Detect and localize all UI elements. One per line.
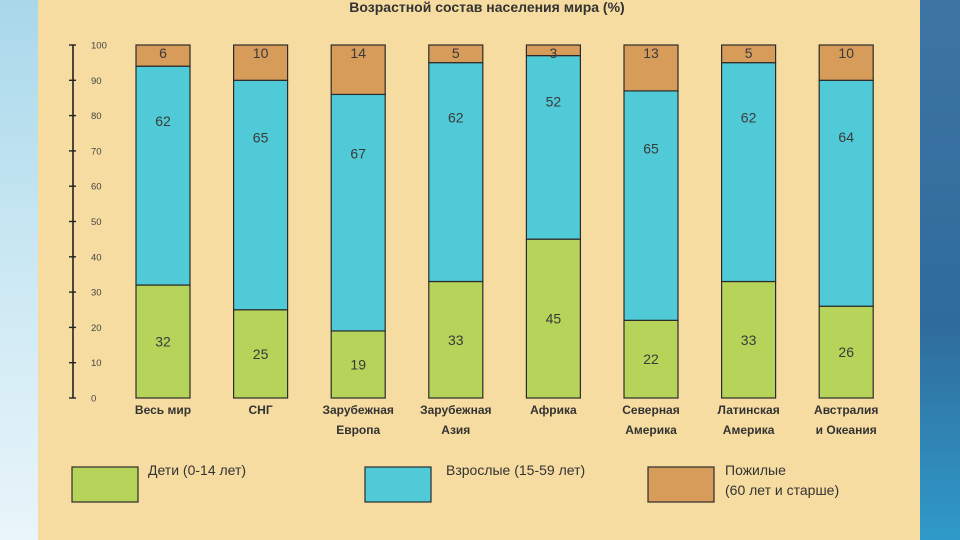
bar-segment bbox=[330, 93, 386, 332]
x-tick-label: Зарубежная bbox=[420, 403, 491, 417]
data-label: 14 bbox=[350, 45, 366, 61]
data-label: 62 bbox=[741, 109, 757, 125]
bar-segment bbox=[720, 44, 777, 64]
bar-segment bbox=[525, 44, 582, 57]
legend: Дети (0-14 лет) Взрослые (15-59 лет) Пожил… bbox=[71, 462, 839, 503]
bar-segment bbox=[428, 44, 484, 64]
data-label: 62 bbox=[155, 113, 171, 129]
slide-right-accent bbox=[918, 0, 960, 540]
bar-segment bbox=[720, 62, 777, 283]
x-tick-label: Азия bbox=[441, 423, 470, 437]
chart-title: Возрастной состав населения мира (%) bbox=[349, 0, 624, 15]
legend-swatch bbox=[364, 466, 432, 503]
slide-left-accent bbox=[0, 0, 40, 540]
x-tick-label: СНГ bbox=[249, 403, 273, 417]
data-label: 65 bbox=[643, 140, 659, 156]
y-tick-label: 0 bbox=[91, 394, 96, 405]
bar-segment bbox=[135, 44, 191, 67]
legend-swatch bbox=[647, 466, 715, 503]
bar-segment bbox=[818, 44, 874, 81]
bar-segment bbox=[623, 319, 679, 399]
data-label: 10 bbox=[838, 45, 854, 61]
y-axis: 0 10 20 30 40 50 60 70 80 90 100 bbox=[69, 41, 107, 405]
bar-segment bbox=[818, 79, 874, 307]
bar-segment bbox=[525, 54, 582, 240]
data-label: 64 bbox=[838, 129, 854, 145]
y-tick-label: 20 bbox=[91, 323, 102, 334]
bar-segment bbox=[428, 62, 484, 283]
data-label: 65 bbox=[253, 130, 269, 146]
y-tick-label: 50 bbox=[91, 217, 102, 228]
x-tick-label: и Океания bbox=[816, 423, 877, 437]
x-tick-label: Америка bbox=[625, 423, 677, 437]
data-label: 19 bbox=[350, 356, 366, 372]
data-label: 25 bbox=[253, 346, 269, 362]
x-tick-label: Зарубежная bbox=[322, 403, 393, 417]
bar-segment bbox=[720, 280, 777, 399]
bar-segment bbox=[330, 44, 386, 96]
bar-segment bbox=[525, 238, 582, 399]
data-label: 26 bbox=[838, 344, 854, 360]
data-label: 3 bbox=[550, 45, 558, 61]
bar-segment bbox=[135, 284, 191, 399]
x-tick-label: Европа bbox=[336, 423, 380, 437]
bar-segment bbox=[135, 65, 191, 286]
data-label: 6 bbox=[159, 45, 167, 61]
data-label: 52 bbox=[546, 93, 562, 109]
data-label: 33 bbox=[741, 332, 757, 348]
data-label: 45 bbox=[546, 311, 562, 327]
y-tick-label: 30 bbox=[91, 288, 102, 299]
y-tick-label: 70 bbox=[91, 146, 102, 157]
x-tick-label: Весь мир bbox=[135, 403, 191, 417]
y-tick-label: 40 bbox=[91, 252, 102, 263]
data-label: 62 bbox=[448, 109, 464, 125]
data-label: 67 bbox=[350, 146, 366, 162]
x-tick-label: Африка bbox=[530, 403, 577, 417]
bar-segment bbox=[233, 79, 289, 311]
bar-segment bbox=[623, 44, 679, 92]
legend-label: Пожилые bbox=[725, 462, 786, 478]
data-label: 13 bbox=[643, 45, 659, 61]
data-label: 22 bbox=[643, 351, 659, 367]
legend-label: (60 лет и старше) bbox=[725, 482, 839, 498]
bar-segment bbox=[233, 44, 289, 81]
y-tick-label: 80 bbox=[91, 111, 102, 122]
x-tick-label: Австралия bbox=[814, 403, 878, 417]
data-label: 32 bbox=[155, 334, 171, 350]
x-tick-label: Америка bbox=[723, 423, 775, 437]
x-axis-labels: Весь мир СНГ Зарубежная Европа Зарубежная Ази… bbox=[135, 403, 878, 437]
bar-segment bbox=[233, 309, 289, 399]
x-tick-label: Латинская bbox=[717, 403, 779, 417]
y-tick-label: 100 bbox=[91, 41, 107, 52]
y-tick-label: 60 bbox=[91, 182, 102, 193]
bars-group: 3262625651019671433625455232265133362526… bbox=[135, 44, 874, 399]
y-tick-label: 90 bbox=[91, 76, 102, 87]
bar-segment bbox=[623, 90, 679, 321]
legend-swatch bbox=[71, 466, 139, 503]
bar-segment bbox=[818, 305, 874, 399]
bar-segment bbox=[428, 280, 484, 399]
data-label: 5 bbox=[452, 45, 460, 61]
data-label: 5 bbox=[745, 45, 753, 61]
legend-label: Дети (0-14 лет) bbox=[148, 462, 246, 478]
y-tick-label: 10 bbox=[91, 358, 102, 369]
x-tick-label: Северная bbox=[622, 403, 680, 417]
data-label: 10 bbox=[253, 45, 269, 61]
data-label: 33 bbox=[448, 332, 464, 348]
legend-label: Взрослые (15-59 лет) bbox=[446, 462, 585, 478]
